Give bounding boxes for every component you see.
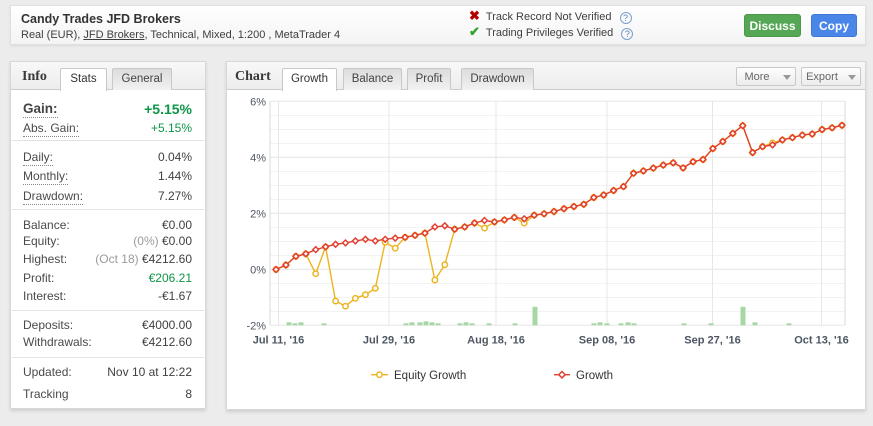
svg-text:6%: 6% — [250, 96, 266, 108]
svg-text:Jul 11, '16: Jul 11, '16 — [253, 334, 305, 346]
svg-text:Oct 13, '16: Oct 13, '16 — [794, 334, 849, 346]
svg-text:-2%: -2% — [246, 320, 266, 332]
svg-text:Equity Growth: Equity Growth — [394, 370, 466, 382]
svg-text:Aug 18, '16: Aug 18, '16 — [467, 334, 525, 346]
svg-text:Jul 29, '16: Jul 29, '16 — [363, 334, 415, 346]
svg-text:Sep 27, '16: Sep 27, '16 — [684, 334, 740, 346]
svg-text:2%: 2% — [250, 208, 266, 220]
svg-text:Growth: Growth — [576, 370, 613, 382]
svg-text:Sep 08, '16: Sep 08, '16 — [579, 334, 635, 346]
svg-text:0%: 0% — [250, 264, 266, 276]
svg-text:4%: 4% — [250, 152, 266, 164]
